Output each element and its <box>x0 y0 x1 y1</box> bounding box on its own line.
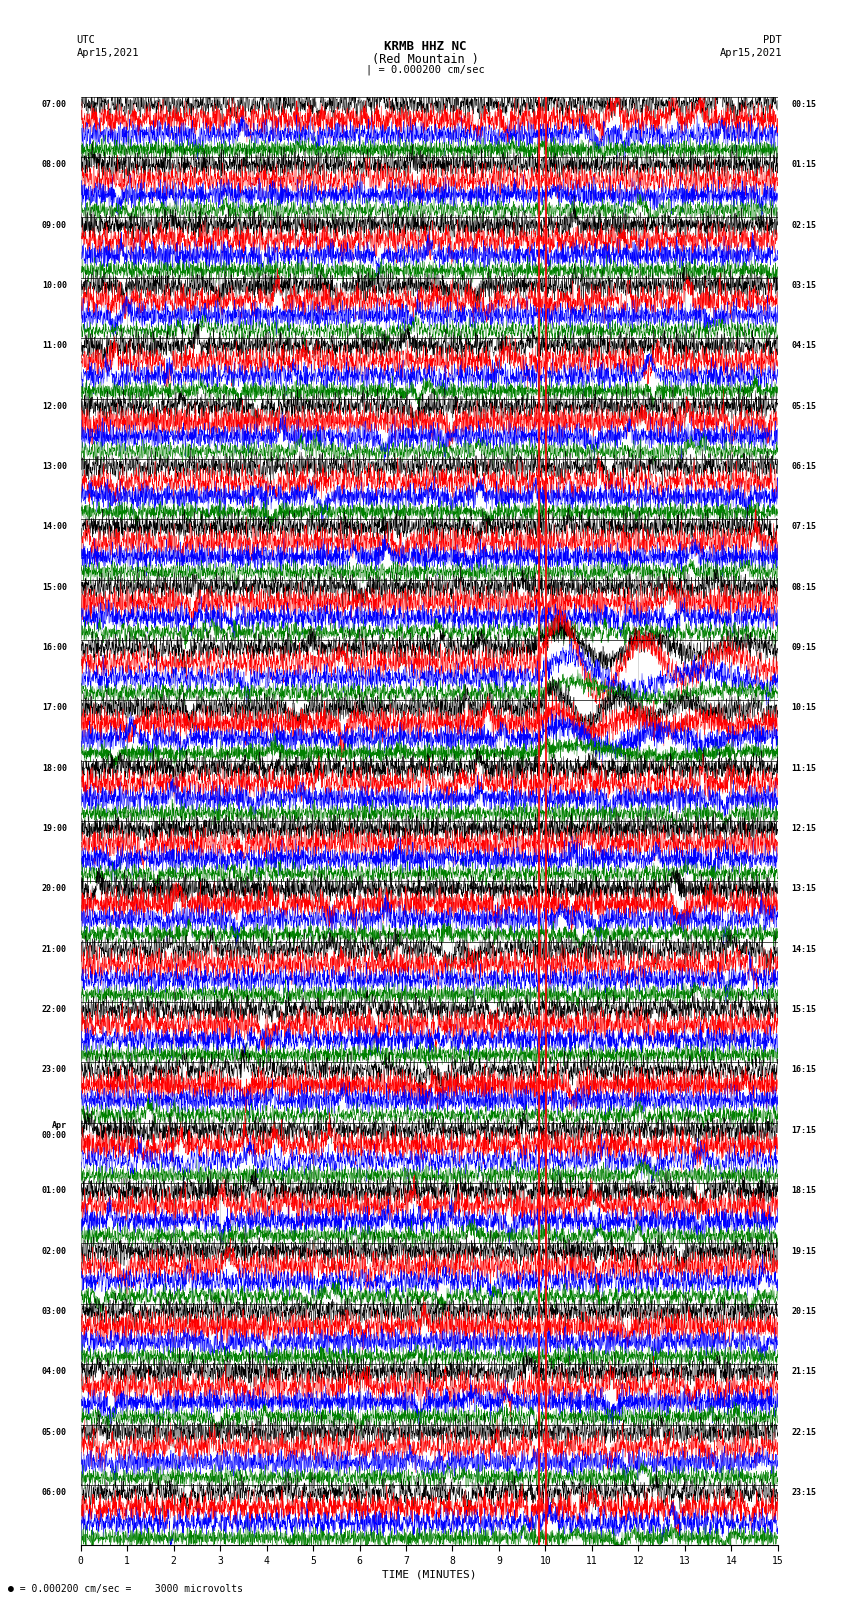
Text: 21:00: 21:00 <box>42 945 67 953</box>
Text: 03:00: 03:00 <box>42 1307 67 1316</box>
Text: 13:00: 13:00 <box>42 461 67 471</box>
Text: 15:15: 15:15 <box>791 1005 817 1015</box>
Text: 19:00: 19:00 <box>42 824 67 832</box>
Text: 16:00: 16:00 <box>42 644 67 652</box>
Text: 22:15: 22:15 <box>791 1428 817 1437</box>
Text: 18:15: 18:15 <box>791 1186 817 1195</box>
Text: Apr15,2021: Apr15,2021 <box>719 48 782 58</box>
Text: 06:00: 06:00 <box>42 1487 67 1497</box>
Text: 23:00: 23:00 <box>42 1066 67 1074</box>
Text: 10:00: 10:00 <box>42 281 67 290</box>
Text: Apr
00:00: Apr 00:00 <box>42 1121 67 1140</box>
Text: 11:00: 11:00 <box>42 342 67 350</box>
Text: 02:15: 02:15 <box>791 221 817 229</box>
Text: ● = 0.000200 cm/sec =    3000 microvolts: ● = 0.000200 cm/sec = 3000 microvolts <box>8 1584 243 1594</box>
Text: 13:15: 13:15 <box>791 884 817 894</box>
Text: 06:15: 06:15 <box>791 461 817 471</box>
Text: 20:00: 20:00 <box>42 884 67 894</box>
Text: PDT: PDT <box>763 35 782 45</box>
Text: 15:00: 15:00 <box>42 582 67 592</box>
Text: 14:00: 14:00 <box>42 523 67 531</box>
Text: (Red Mountain ): (Red Mountain ) <box>371 53 479 66</box>
Text: 12:15: 12:15 <box>791 824 817 832</box>
Text: 04:15: 04:15 <box>791 342 817 350</box>
Text: | = 0.000200 cm/sec: | = 0.000200 cm/sec <box>366 65 484 76</box>
Text: 17:00: 17:00 <box>42 703 67 713</box>
Text: 08:15: 08:15 <box>791 582 817 592</box>
Text: 22:00: 22:00 <box>42 1005 67 1015</box>
Text: 01:00: 01:00 <box>42 1186 67 1195</box>
Text: 04:00: 04:00 <box>42 1368 67 1376</box>
Text: 05:15: 05:15 <box>791 402 817 411</box>
Text: 20:15: 20:15 <box>791 1307 817 1316</box>
Text: 17:15: 17:15 <box>791 1126 817 1136</box>
Text: KRMB HHZ NC: KRMB HHZ NC <box>383 40 467 53</box>
Text: UTC: UTC <box>76 35 95 45</box>
Text: 18:00: 18:00 <box>42 763 67 773</box>
Text: 16:15: 16:15 <box>791 1066 817 1074</box>
Text: Apr15,2021: Apr15,2021 <box>76 48 139 58</box>
X-axis label: TIME (MINUTES): TIME (MINUTES) <box>382 1569 477 1579</box>
Text: 10:15: 10:15 <box>791 703 817 713</box>
Text: 09:15: 09:15 <box>791 644 817 652</box>
Text: 21:15: 21:15 <box>791 1368 817 1376</box>
Text: 00:15: 00:15 <box>791 100 817 108</box>
Text: 07:15: 07:15 <box>791 523 817 531</box>
Text: 12:00: 12:00 <box>42 402 67 411</box>
Text: 02:00: 02:00 <box>42 1247 67 1255</box>
Text: 07:00: 07:00 <box>42 100 67 108</box>
Text: 23:15: 23:15 <box>791 1487 817 1497</box>
Text: 14:15: 14:15 <box>791 945 817 953</box>
Text: 09:00: 09:00 <box>42 221 67 229</box>
Text: 01:15: 01:15 <box>791 160 817 169</box>
Text: 08:00: 08:00 <box>42 160 67 169</box>
Text: 19:15: 19:15 <box>791 1247 817 1255</box>
Text: 05:00: 05:00 <box>42 1428 67 1437</box>
Text: 11:15: 11:15 <box>791 763 817 773</box>
Text: 03:15: 03:15 <box>791 281 817 290</box>
